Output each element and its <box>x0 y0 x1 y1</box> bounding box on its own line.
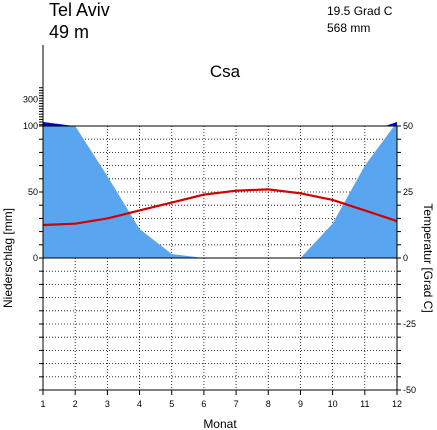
x-tick-label: 10 <box>328 399 338 409</box>
station-name: Tel Aviv <box>49 0 110 20</box>
left-tick-label: 100 <box>23 121 38 131</box>
left-tick-label: 50 <box>28 187 38 197</box>
right-tick-label: 25 <box>403 187 413 197</box>
annual-precipitation: 568 mm <box>327 21 370 35</box>
right-tick-label: 50 <box>403 121 413 131</box>
y-axis-left-label: Niederschlag [mm] <box>1 208 15 308</box>
right-tick-label: -50 <box>403 385 416 395</box>
x-tick-label: 2 <box>73 399 78 409</box>
y-axis-right-label: Temperatur [Grad C] <box>421 203 435 312</box>
x-tick-label: 7 <box>234 399 239 409</box>
left-tick-label: 0 <box>33 253 38 263</box>
x-tick-label: 5 <box>169 399 174 409</box>
x-tick-label: 9 <box>298 399 303 409</box>
precipitation-series <box>43 122 397 258</box>
precipitation-area <box>43 122 397 258</box>
temperature-series <box>42 188 398 227</box>
precipitation-excess <box>43 122 73 126</box>
right-tick-label: 0 <box>403 253 408 263</box>
x-axis-label: Monat <box>203 417 237 430</box>
x-tick-label: 1 <box>40 399 45 409</box>
station-elevation: 49 m <box>49 22 89 42</box>
x-tick-label: 12 <box>392 399 402 409</box>
precipitation-excess <box>385 122 397 126</box>
right-tick-label: -25 <box>403 319 416 329</box>
x-tick-label: 3 <box>105 399 110 409</box>
x-tick-label: 6 <box>201 399 206 409</box>
axes <box>39 45 401 395</box>
climate-class: Csa <box>210 62 241 81</box>
left-tick-label: 300 <box>23 95 38 105</box>
x-tick-label: 4 <box>137 399 142 409</box>
x-tick-label: 8 <box>266 399 271 409</box>
x-tick-label: 11 <box>360 399 369 409</box>
mean-temperature: 19.5 Grad C <box>327 4 393 18</box>
temperature-line <box>42 188 398 227</box>
